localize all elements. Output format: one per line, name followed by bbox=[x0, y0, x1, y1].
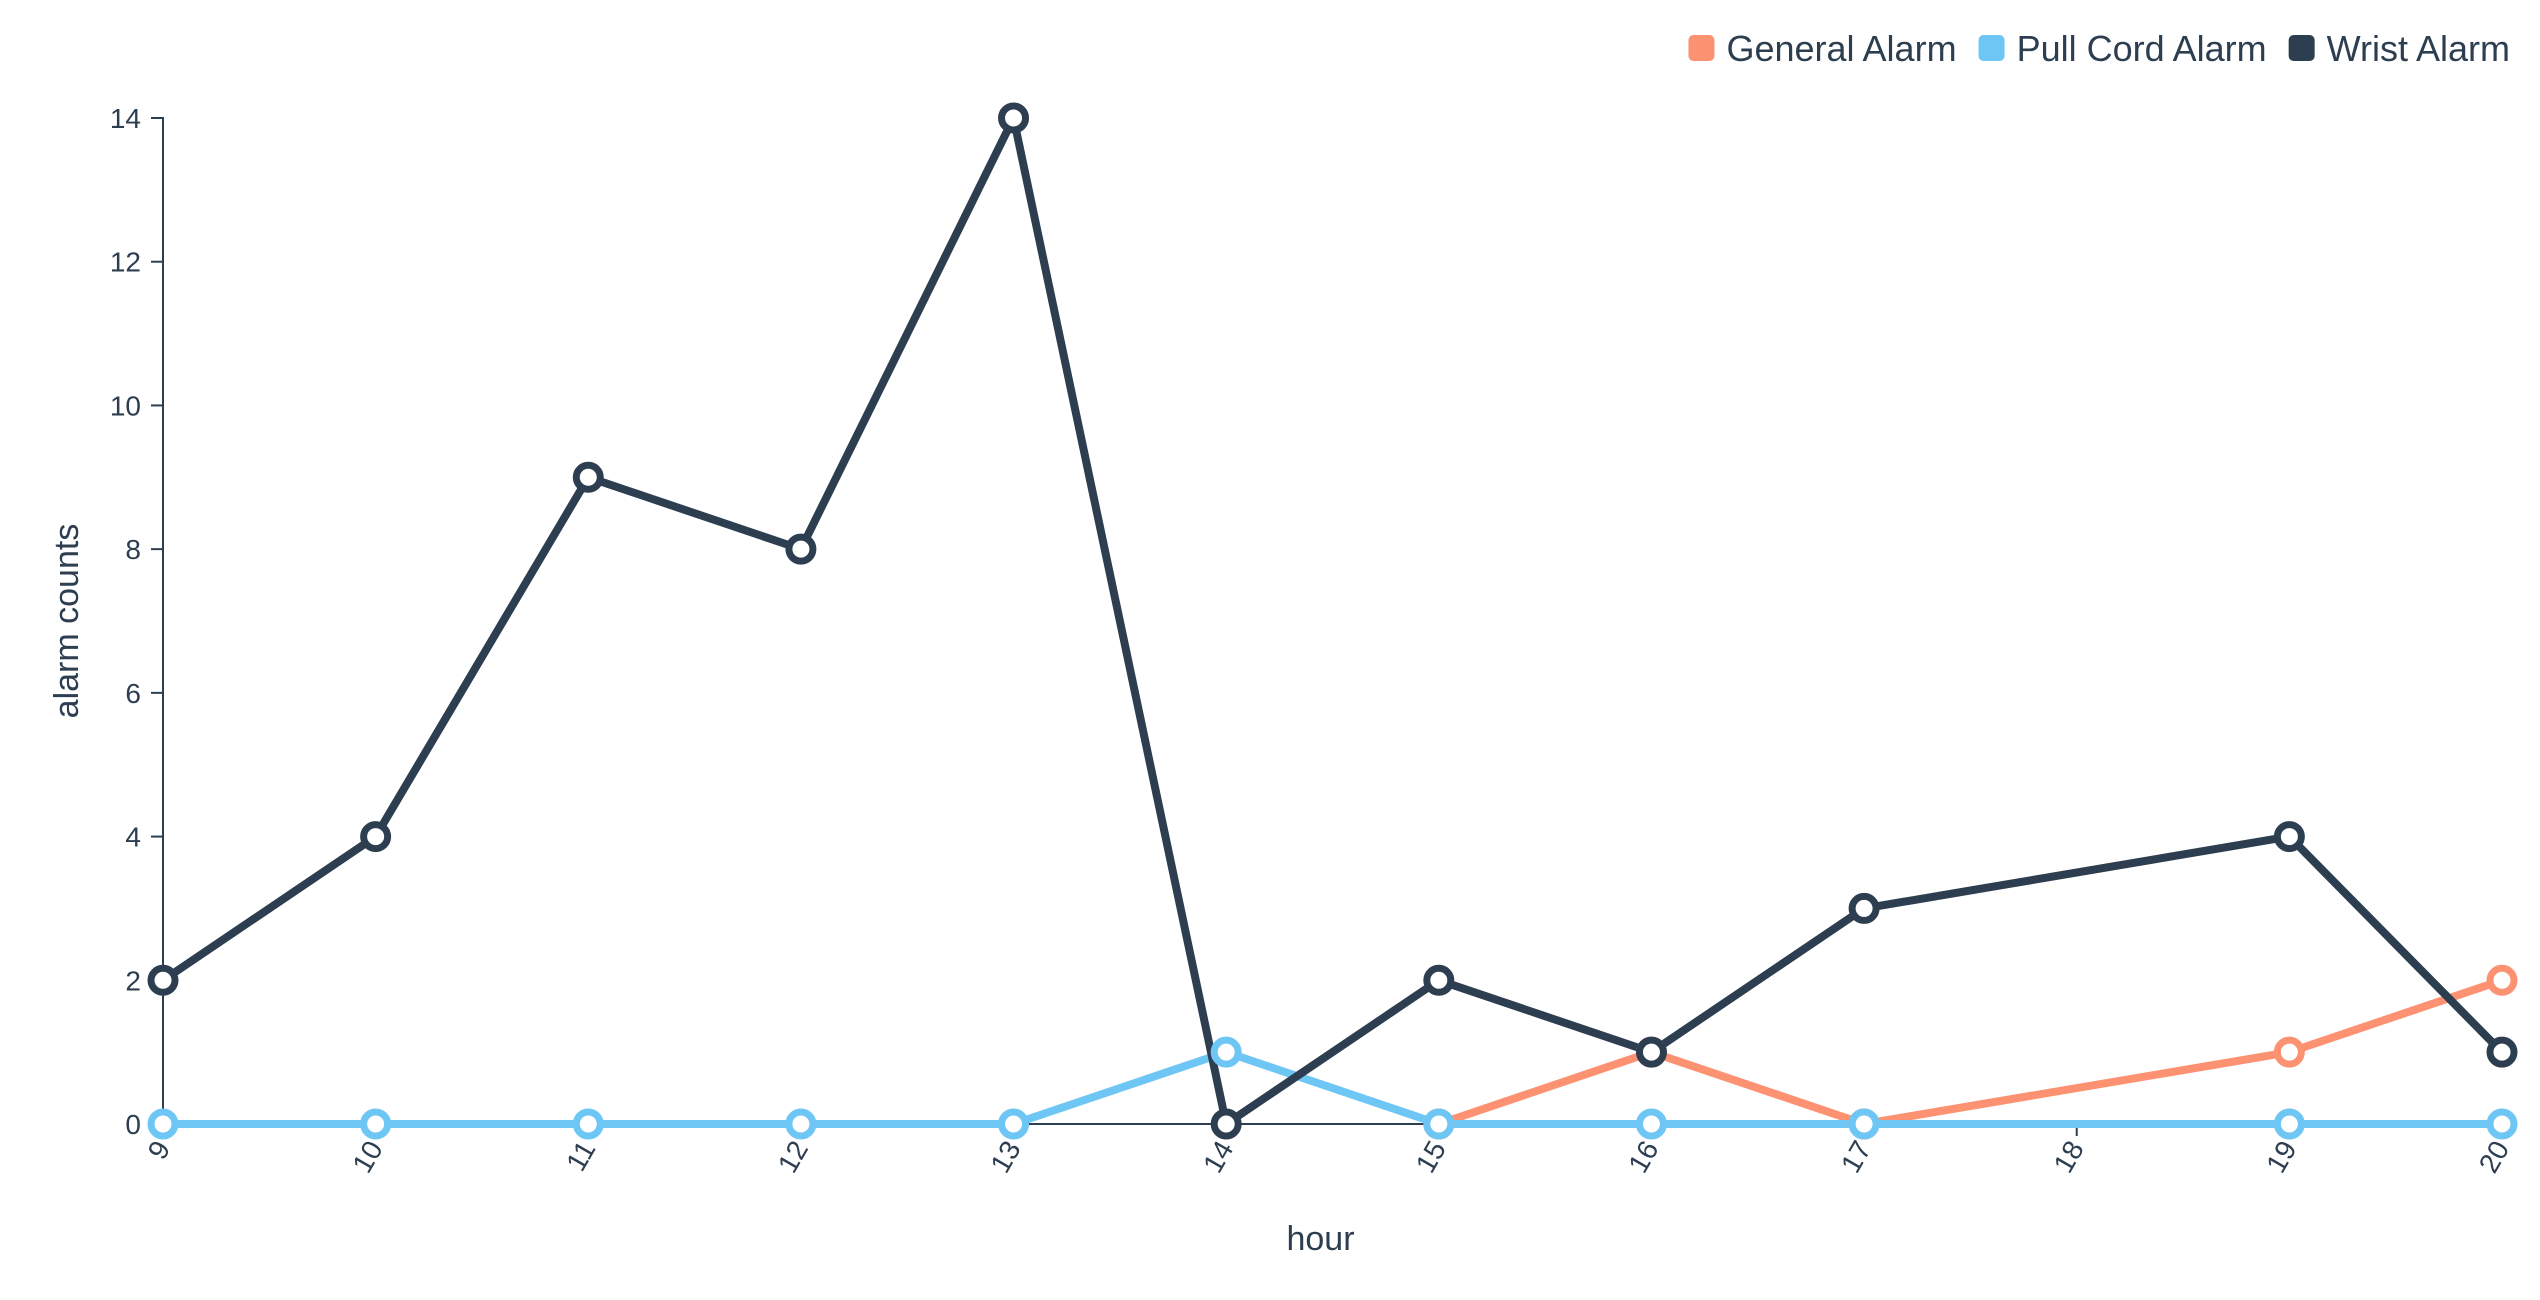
y-axis-title: alarm counts bbox=[48, 524, 86, 719]
y-tick-label: 0 bbox=[125, 1109, 141, 1140]
pull-cord-alarm-point[interactable] bbox=[1848, 1108, 1880, 1140]
y-tick-label: 4 bbox=[125, 822, 141, 853]
y-tick-label: 6 bbox=[125, 678, 141, 709]
x-tick-label: 10 bbox=[346, 1136, 388, 1178]
general-alarm-point[interactable] bbox=[2273, 1036, 2305, 1068]
x-tick-label: 9 bbox=[142, 1136, 177, 1165]
pull-cord-alarm-point[interactable] bbox=[572, 1108, 604, 1140]
x-tick-label: 20 bbox=[2473, 1136, 2515, 1178]
general-alarm-series-line bbox=[1434, 976, 2506, 1128]
general-alarm-point[interactable] bbox=[2486, 964, 2518, 996]
legend: General Alarm Pull Cord Alarm Wrist Alarm bbox=[1688, 28, 2510, 69]
x-tick-label: 18 bbox=[2047, 1136, 2089, 1178]
pull-cord-alarm-point[interactable] bbox=[2273, 1108, 2305, 1140]
x-tick-label: 16 bbox=[1622, 1136, 1664, 1178]
wrist-alarm-point[interactable] bbox=[1848, 892, 1880, 924]
y-axis: 0 2 4 6 8 10 12 14 bbox=[110, 103, 164, 1140]
pull-cord-alarm-point[interactable] bbox=[360, 1108, 392, 1140]
y-tick-label: 14 bbox=[110, 103, 141, 134]
legend-item-wrist-alarm[interactable]: Wrist Alarm bbox=[2288, 28, 2510, 69]
x-tick-label: 17 bbox=[1835, 1136, 1877, 1178]
x-axis-title: hour bbox=[1286, 1220, 1354, 1258]
x-tick-label: 11 bbox=[560, 1136, 601, 1177]
legend-label: Pull Cord Alarm bbox=[2017, 28, 2267, 69]
wrist-alarm-point[interactable] bbox=[572, 461, 604, 493]
pull-cord-alarm-point[interactable] bbox=[785, 1108, 817, 1140]
y-tick-label: 12 bbox=[110, 247, 141, 278]
wrist-alarm-point[interactable] bbox=[1423, 964, 1455, 996]
legend-swatch bbox=[2288, 35, 2315, 61]
pull-cord-alarm-point[interactable] bbox=[147, 1108, 179, 1140]
wrist-alarm-point[interactable] bbox=[998, 102, 1030, 134]
pull-cord-alarm-point[interactable] bbox=[1635, 1108, 1667, 1140]
wrist-alarm-series-line bbox=[159, 114, 2506, 1128]
legend-swatch bbox=[1978, 35, 2005, 61]
legend-item-pull-cord-alarm[interactable]: Pull Cord Alarm bbox=[1978, 28, 2267, 69]
pull-cord-alarm-series-line bbox=[159, 1048, 2506, 1128]
x-axis: 9 10 11 12 13 14 15 16 17 18 19 20 bbox=[142, 1123, 2515, 1178]
wrist-alarm-point[interactable] bbox=[2273, 821, 2305, 853]
y-tick-label: 8 bbox=[125, 534, 141, 565]
x-tick-label: 12 bbox=[772, 1136, 814, 1178]
x-tick-label: 13 bbox=[984, 1136, 1026, 1178]
wrist-alarm-point[interactable] bbox=[360, 821, 392, 853]
series-lines bbox=[159, 114, 2506, 1128]
series-points bbox=[147, 102, 2518, 1140]
legend-swatch bbox=[1688, 35, 1715, 61]
pull-cord-alarm-point[interactable] bbox=[1423, 1108, 1455, 1140]
wrist-alarm-point[interactable] bbox=[1635, 1036, 1667, 1068]
x-tick-label: 19 bbox=[2260, 1136, 2302, 1178]
wrist-alarm-point[interactable] bbox=[785, 533, 817, 565]
pull-cord-alarm-point[interactable] bbox=[998, 1108, 1030, 1140]
y-tick-label: 2 bbox=[125, 965, 141, 996]
pull-cord-alarm-point[interactable] bbox=[2486, 1108, 2518, 1140]
legend-label: Wrist Alarm bbox=[2327, 28, 2510, 69]
pull-cord-alarm-point[interactable] bbox=[1210, 1036, 1242, 1068]
legend-label: General Alarm bbox=[1726, 28, 1956, 69]
legend-item-general-alarm[interactable]: General Alarm bbox=[1688, 28, 1957, 69]
y-tick-label: 10 bbox=[110, 390, 141, 421]
x-tick-label: 15 bbox=[1410, 1136, 1452, 1178]
wrist-alarm-point[interactable] bbox=[147, 964, 179, 996]
wrist-alarm-point[interactable] bbox=[2486, 1036, 2518, 1068]
x-tick-label: 14 bbox=[1197, 1136, 1239, 1178]
wrist-alarm-point[interactable] bbox=[1210, 1108, 1242, 1140]
